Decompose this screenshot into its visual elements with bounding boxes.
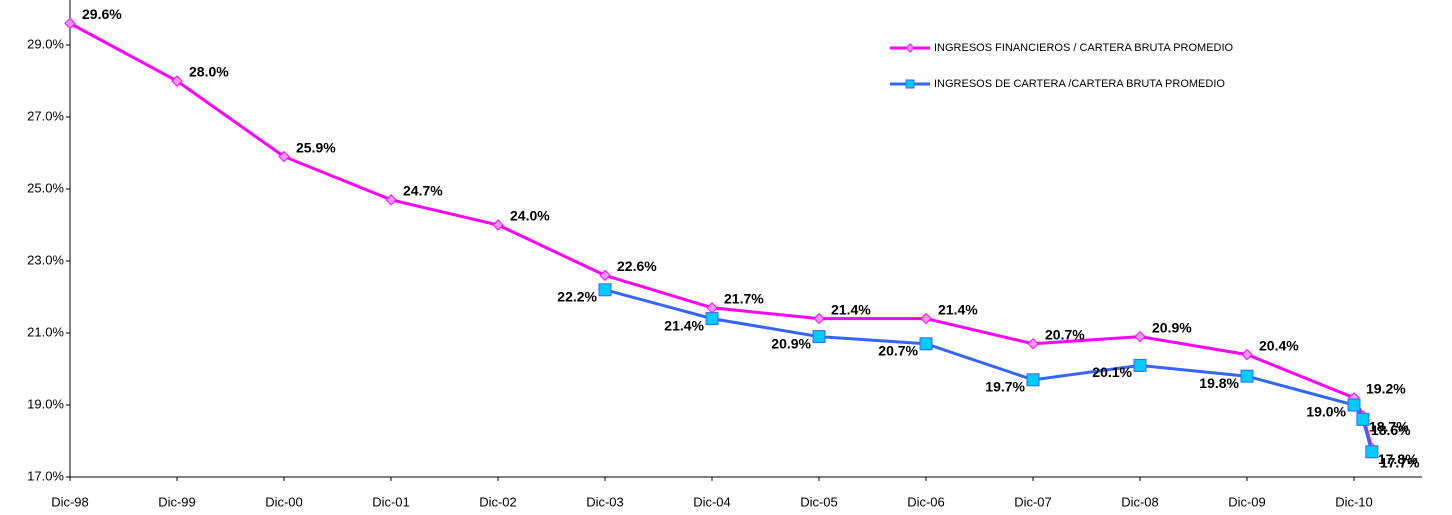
marker	[920, 312, 932, 325]
marker	[705, 312, 719, 326]
x-tick-label: Dic-98	[51, 494, 89, 509]
marker	[706, 302, 718, 314]
marker	[1026, 373, 1040, 387]
y-tick-label: 21.0%	[27, 324, 64, 339]
data-label: 21.7%	[724, 291, 764, 307]
marker	[1365, 445, 1379, 459]
y-tick-label: 19.0%	[27, 396, 64, 411]
data-label: 24.7%	[403, 183, 443, 199]
marker	[813, 312, 825, 325]
y-tick-label: 23.0%	[27, 252, 64, 267]
y-tick-label: 17.0%	[27, 468, 64, 483]
marker	[1240, 369, 1254, 383]
x-tick-label: Dic-00	[265, 494, 303, 509]
data-label: 19.0%	[1306, 404, 1346, 420]
data-label: 20.4%	[1259, 337, 1299, 353]
x-tick-label: Dic-10	[1335, 494, 1373, 509]
marker	[598, 283, 612, 297]
x-tick-label: Dic-01	[372, 494, 410, 509]
data-label: 18.7%	[1369, 419, 1409, 435]
series-line	[604, 288, 1374, 453]
x-tick-label: Dic-99	[158, 494, 196, 509]
marker	[1027, 338, 1039, 350]
data-label: 28.0%	[189, 64, 229, 80]
legend-label: INGRESOS DE CARTERA /CARTERA BRUTA PROME…	[934, 78, 1225, 90]
marker	[599, 269, 611, 282]
x-tick-label: Dic-04	[693, 494, 731, 509]
data-label: 20.1%	[1092, 364, 1132, 380]
data-label: 25.9%	[296, 139, 336, 155]
y-tick-label: 27.0%	[27, 108, 64, 123]
marker	[1356, 412, 1370, 426]
marker	[812, 330, 826, 344]
marker	[64, 17, 76, 30]
data-label: 21.4%	[664, 317, 704, 333]
marker	[1347, 398, 1361, 412]
data-label: 22.2%	[557, 289, 597, 305]
marker	[1134, 330, 1146, 343]
y-tick-label: 29.0%	[27, 36, 64, 51]
data-label: 20.7%	[878, 343, 918, 359]
data-label: 21.4%	[938, 301, 978, 317]
marker	[492, 219, 504, 231]
y-tick-label: 25.0%	[27, 180, 64, 195]
data-label: 17.8%	[1378, 451, 1418, 467]
data-label: 20.9%	[1152, 319, 1192, 335]
legend-label: INGRESOS FINANCIEROS / CARTERA BRUTA PRO…	[934, 42, 1234, 54]
marker	[385, 194, 397, 206]
x-tick-label: Dic-08	[1121, 494, 1159, 509]
data-label: 18.6%	[1371, 422, 1411, 438]
marker	[919, 337, 933, 351]
data-label: 19.2%	[1366, 381, 1406, 397]
marker	[171, 75, 183, 87]
x-tick-label: Dic-07	[1014, 494, 1052, 509]
data-label: 24.0%	[510, 208, 550, 224]
legend-marker	[905, 43, 915, 53]
data-label: 20.7%	[1045, 327, 1085, 343]
data-label: 29.6%	[82, 6, 122, 22]
data-label: 19.8%	[1199, 375, 1239, 391]
x-tick-label: Dic-05	[800, 494, 838, 509]
x-tick-label: Dic-03	[586, 494, 624, 509]
marker	[1133, 358, 1147, 372]
data-label: 19.7%	[985, 379, 1025, 395]
marker	[278, 150, 290, 163]
data-label: 20.9%	[771, 335, 811, 351]
x-tick-label: Dic-06	[907, 494, 945, 509]
marker	[1241, 348, 1253, 361]
legend-marker	[905, 79, 915, 89]
data-label: 17.7%	[1380, 455, 1420, 471]
data-label: 22.6%	[617, 258, 657, 274]
data-label: 21.4%	[831, 301, 871, 317]
x-tick-label: Dic-09	[1228, 494, 1266, 509]
x-tick-label: Dic-02	[479, 494, 517, 509]
